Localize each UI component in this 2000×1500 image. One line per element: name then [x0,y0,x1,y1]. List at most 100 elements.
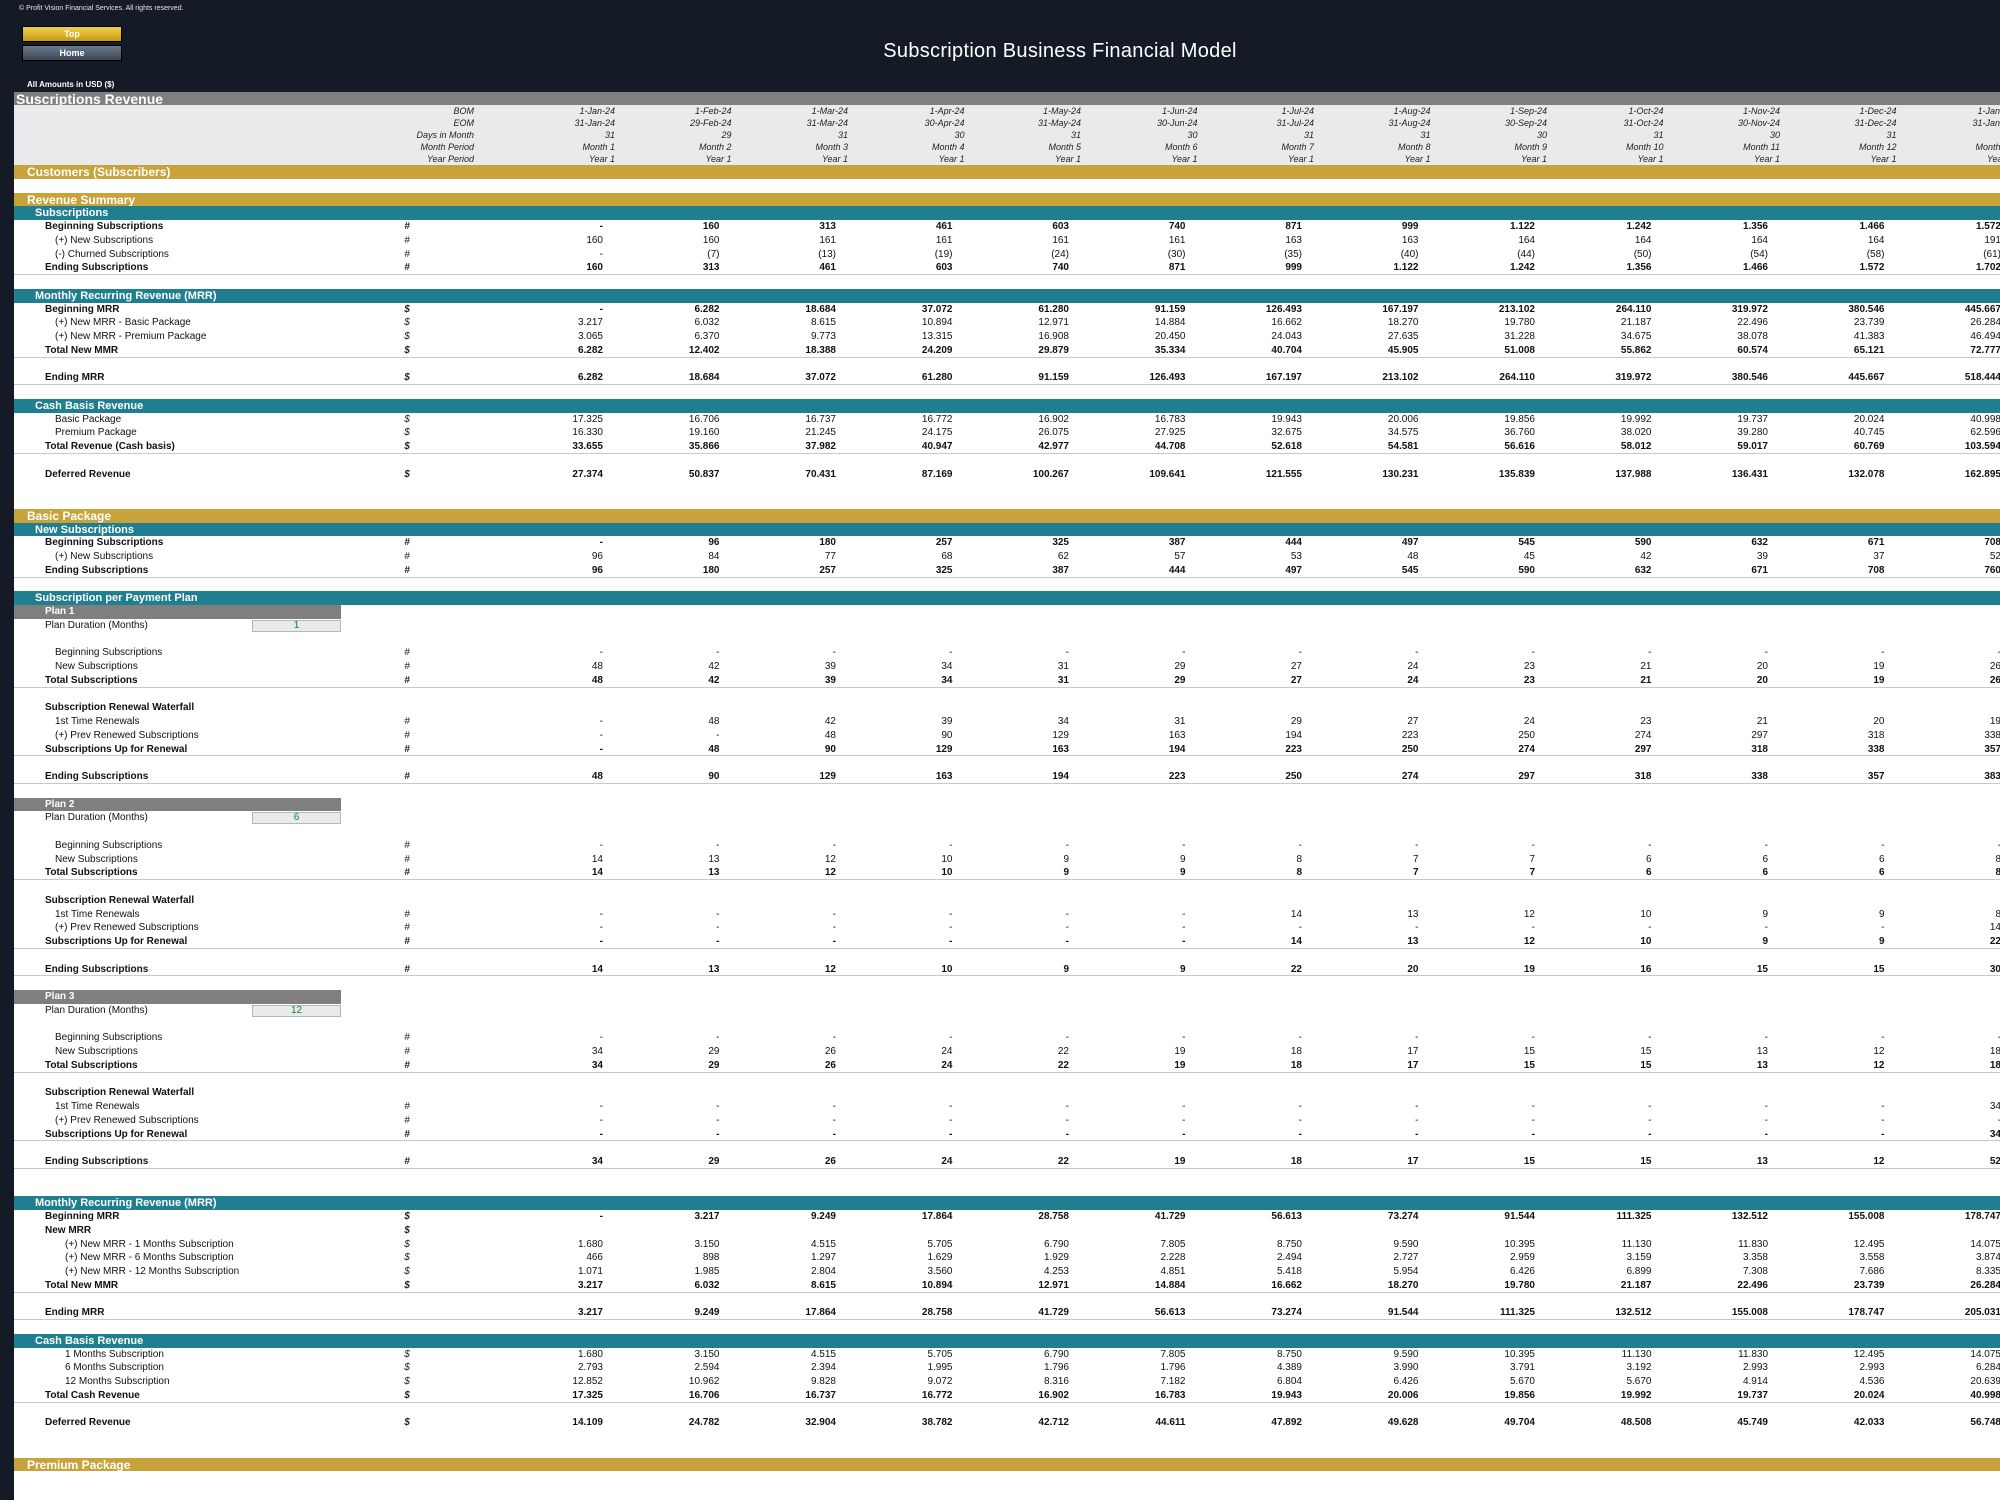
ending-subscriptions-cell[interactable]: 10 [941,963,953,975]
ending-mrr-cell[interactable]: 518.444 [1964,372,2000,384]
beginning-mrr-cell[interactable]: 132.512 [1731,1211,1768,1222]
prev-renewed-subscriptions-cell[interactable]: - [1921,1114,2000,1128]
prev-renewed-subscriptions-cell[interactable]: - [1182,922,1186,934]
beginning-subscriptions-cell[interactable]: - [832,839,836,851]
subscriptions-up-for-renewal-cell[interactable]: - [949,936,953,947]
premium-package-cell[interactable]: 24.175 [921,427,953,439]
total-cash-revenue-cell[interactable]: 16.902 [1038,1389,1069,1401]
new-mrr-6-months-subscription-cell[interactable]: 2.494 [1276,1252,1302,1264]
1-months-subscription-cell[interactable]: 11.130 [1621,1348,1652,1360]
ending-subscriptions-cell[interactable]: 1.242 [1509,262,1535,274]
beginning-subscriptions-cell[interactable]: - [832,647,836,659]
new-mrr-12-months-subscription-cell[interactable]: 1.071 [577,1266,603,1277]
prev-renewed-subscriptions-cell[interactable]: 338 [1984,729,2000,741]
ending-subscriptions-cell[interactable]: 19 [1174,1156,1186,1167]
ending-mrr-cell[interactable]: 9.249 [694,1307,720,1319]
ending-mrr-cell[interactable]: 18.684 [688,372,720,384]
ending-mrr-cell[interactable]: 73.274 [1271,1307,1302,1319]
ending-subscriptions-cell[interactable]: 15 [1523,1156,1535,1167]
new-mrr-6-months-subscription-cell[interactable]: 2.228 [1160,1252,1186,1264]
new-subscriptions-cell[interactable]: 191 [1984,234,2000,246]
prev-renewed-subscriptions-cell[interactable]: 129 [1052,729,1069,741]
1-months-subscription-cell[interactable]: 7.805 [1160,1348,1186,1360]
total-subscriptions-cell[interactable]: 23 [1523,674,1535,686]
ending-subscriptions-cell[interactable]: 387 [1052,564,1069,576]
beginning-mrr-cell[interactable]: 17.864 [921,1211,953,1222]
new-subscriptions-cell[interactable]: 13 [1756,1046,1768,1057]
total-subscriptions-cell[interactable]: 8 [1296,867,1302,879]
total-subscriptions-cell[interactable]: 48 [591,674,603,686]
ending-subscriptions-cell[interactable]: 15 [1756,963,1768,975]
1-months-subscription-cell[interactable]: 10.395 [1504,1348,1535,1360]
beginning-subscriptions-cell[interactable]: 1.122 [1509,221,1535,232]
1st-time-renewals-cell[interactable]: 9 [1878,908,1885,920]
ending-subscriptions-cell[interactable]: 16 [1640,963,1652,975]
total-new-mmr-cell[interactable]: 12.971 [1038,1279,1069,1291]
subscriptions-up-for-renewal-cell[interactable]: 9 [1762,936,1768,947]
6-months-subscription-cell[interactable]: 3.192 [1626,1362,1652,1374]
total-new-mmr-cell[interactable]: 3.217 [577,1279,603,1291]
beginning-subscriptions-cell[interactable]: 1.242 [1626,221,1652,232]
6-months-subscription-cell[interactable]: 2.993 [1742,1362,1768,1374]
new-mrr-1-months-subscription-cell[interactable]: 9.590 [1393,1238,1419,1250]
1st-time-renewals-cell[interactable]: 24 [1523,716,1535,727]
ending-subscriptions-cell[interactable]: 740 [1052,262,1069,274]
ending-mrr-cell[interactable]: 155.008 [1731,1307,1768,1319]
total-subscriptions-cell[interactable]: 20 [1756,674,1768,686]
ending-mrr-cell[interactable]: 380.546 [1731,372,1768,384]
beginning-mrr-cell[interactable]: 111.325 [1616,1211,1652,1222]
prev-renewed-subscriptions-cell[interactable]: - [832,922,836,934]
total-subscriptions-cell[interactable]: 26 [824,1059,836,1071]
new-subscriptions-cell[interactable]: 48 [1407,551,1419,562]
beginning-subscriptions-cell[interactable]: 387 [1168,537,1186,549]
total-cash-revenue-cell[interactable]: 16.706 [688,1389,720,1401]
total-new-mmr-cell[interactable]: 55.862 [1620,344,1652,356]
new-subscriptions-cell[interactable]: 39 [824,661,836,672]
ending-subscriptions-cell[interactable]: 34 [591,1156,603,1167]
ending-subscriptions-cell[interactable]: 632 [1634,564,1652,576]
total-new-mmr-cell[interactable]: 72.777 [1970,344,2000,356]
12-months-subscription-cell[interactable]: 4.536 [1859,1376,1885,1387]
total-new-mmr-cell[interactable]: 16.662 [1271,1279,1302,1291]
basic-package-cell[interactable]: 20.006 [1387,413,1419,425]
deferred-revenue-cell[interactable]: 47.892 [1271,1417,1302,1429]
total-new-mmr-cell[interactable]: 19.780 [1504,1279,1535,1291]
ending-subscriptions-cell[interactable]: 760 [1984,564,2000,576]
subscriptions-up-for-renewal-cell[interactable]: - [599,1128,603,1140]
6-months-subscription-cell[interactable]: 3.990 [1393,1362,1419,1374]
1-months-subscription-cell[interactable]: 1.680 [577,1348,603,1360]
total-cash-revenue-cell[interactable]: 20.006 [1387,1389,1419,1401]
6-months-subscription-cell[interactable]: 1.995 [927,1362,953,1374]
new-subscriptions-cell[interactable]: 15 [1523,1046,1535,1057]
total-subscriptions-cell[interactable]: 24 [941,1059,953,1071]
total-revenue-cash-basis-cell[interactable]: 103.594 [1964,441,2000,452]
deferred-revenue-cell[interactable]: 130.231 [1382,468,1419,480]
new-subscriptions-cell[interactable]: 161 [819,234,836,246]
total-subscriptions-cell[interactable]: 7 [1529,867,1535,879]
basic-package-cell[interactable]: 40.998 [1970,413,2000,425]
12-months-subscription-cell[interactable]: 9.072 [927,1376,953,1387]
ending-subscriptions-cell[interactable]: 96 [591,564,603,576]
new-mrr-basic-package-cell[interactable]: 12.971 [1038,317,1069,329]
total-cash-revenue-cell[interactable]: 20.024 [1853,1389,1885,1401]
churned-subscriptions-cell[interactable]: (58) [1866,248,1885,260]
deferred-revenue-cell[interactable]: 14.109 [572,1417,603,1429]
subscriptions-up-for-renewal-cell[interactable]: - [1648,1128,1652,1140]
1st-time-renewals-cell[interactable]: 34 [1057,716,1069,727]
new-mrr-6-months-subscription-cell[interactable]: 1.929 [1043,1252,1069,1264]
ending-subscriptions-cell[interactable]: 590 [1518,564,1535,576]
total-subscriptions-cell[interactable]: 12 [1873,1059,1885,1071]
prev-renewed-subscriptions-cell[interactable]: - [1648,922,1652,934]
churned-subscriptions-cell[interactable]: (7) [707,248,720,260]
1st-time-renewals-cell[interactable]: - [599,1101,603,1112]
deferred-revenue-cell[interactable]: 24.782 [688,1417,720,1429]
beginning-subscriptions-cell[interactable]: - [832,1032,836,1044]
new-mrr-1-months-subscription-cell[interactable]: 10.395 [1504,1238,1535,1250]
new-subscriptions-cell[interactable]: 29 [1174,661,1186,672]
ending-subscriptions-cell[interactable]: 257 [819,564,836,576]
new-mrr-basic-package-cell[interactable]: 6.032 [694,317,720,329]
deferred-revenue-cell[interactable]: 136.431 [1731,468,1768,480]
prev-renewed-subscriptions-cell[interactable]: - [1065,1114,1069,1126]
subscriptions-up-for-renewal-cell[interactable]: - [832,1128,836,1140]
beginning-mrr-cell[interactable]: 18.684 [805,303,836,315]
